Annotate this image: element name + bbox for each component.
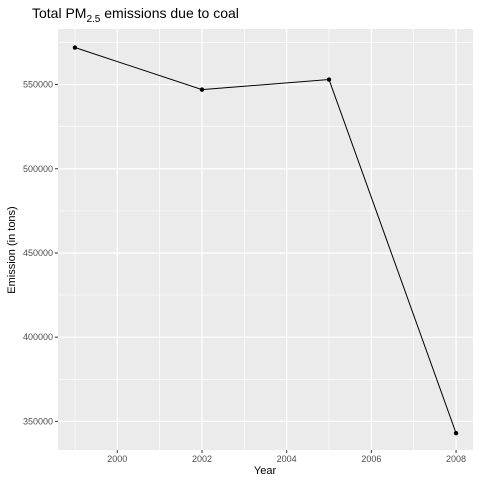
y-tick-label: 450000 (23, 248, 53, 258)
x-tick-label: 2000 (107, 454, 127, 464)
y-tick-label: 500000 (23, 164, 53, 174)
y-tick-label: 550000 (23, 80, 53, 90)
chart-title-rest: emissions due to coal (100, 5, 239, 21)
major-gridlines (58, 29, 473, 450)
chart-title-main: Total PM (32, 5, 86, 21)
plot-panel (58, 29, 473, 450)
data-point (199, 87, 205, 92)
chart-title-subscript: 2.5 (86, 14, 100, 25)
x-axis-title: Year (254, 465, 277, 477)
series-line (74, 47, 457, 434)
y-tick-label: 350000 (23, 416, 53, 426)
data-point (453, 430, 459, 436)
data-point (72, 45, 78, 50)
data-point (326, 77, 332, 82)
minor-gridlines (58, 29, 473, 450)
x-tick-label: 2002 (192, 454, 212, 464)
x-axis: 2000 2002 2004 2006 2008 (107, 450, 466, 464)
y-tick-label: 400000 (23, 332, 53, 342)
series-layer (72, 45, 459, 436)
x-tick-label: 2004 (277, 454, 297, 464)
y-axis-title: Emission (in tons) (6, 206, 18, 293)
y-axis: 350000 400000 450000 500000 550000 (23, 80, 58, 426)
x-tick-label: 2006 (361, 454, 381, 464)
chart-title: Total PM2.5 emissions due to coal (32, 5, 239, 25)
x-tick-label: 2008 (446, 454, 466, 464)
